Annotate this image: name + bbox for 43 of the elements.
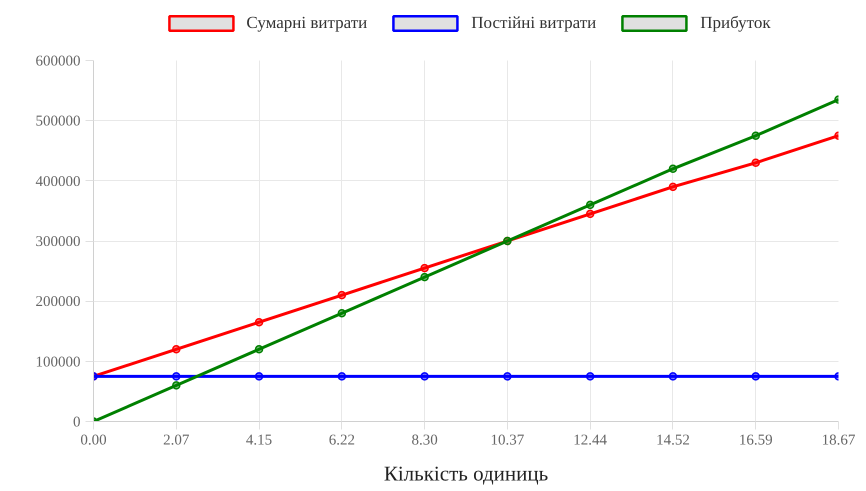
point bbox=[420, 372, 429, 381]
point bbox=[172, 345, 181, 354]
y-tick-label: 200000 bbox=[36, 294, 80, 310]
point bbox=[420, 272, 429, 282]
point bbox=[254, 345, 264, 354]
legend-label: Постійні витрати bbox=[471, 13, 596, 33]
point bbox=[254, 318, 264, 326]
y-tick-label: 500000 bbox=[36, 114, 80, 130]
x-axis-title: Кількість одиниць bbox=[384, 462, 548, 486]
y-tick-label: 600000 bbox=[36, 54, 80, 70]
x-tick-label: 2.07 bbox=[163, 432, 190, 448]
x-tick-label: 12.44 bbox=[573, 432, 608, 448]
y-tick-label: 0 bbox=[73, 414, 80, 430]
point bbox=[420, 264, 429, 272]
legend-label: Прибуток bbox=[700, 13, 771, 33]
point bbox=[503, 372, 512, 381]
point bbox=[254, 372, 264, 381]
point bbox=[586, 210, 594, 218]
x-tick-label: 8.30 bbox=[411, 432, 438, 448]
point bbox=[172, 372, 181, 381]
point bbox=[586, 372, 594, 381]
x-tick-label: 4.15 bbox=[246, 432, 272, 448]
point bbox=[668, 182, 678, 192]
point bbox=[751, 372, 760, 381]
x-tick-label: 0.00 bbox=[80, 432, 107, 448]
x-tick-label: 16.59 bbox=[738, 432, 773, 448]
x-tick-label: 18.67 bbox=[822, 432, 856, 448]
point bbox=[751, 131, 760, 140]
x-tick-label: 6.22 bbox=[328, 432, 355, 448]
y-tick-label: 100000 bbox=[36, 354, 80, 370]
point bbox=[751, 158, 760, 168]
y-tick-label: 400000 bbox=[36, 174, 80, 190]
legend-label: Сумарні витрати bbox=[246, 13, 368, 33]
point bbox=[586, 200, 594, 210]
point bbox=[172, 381, 181, 390]
point bbox=[338, 308, 346, 318]
x-tick-label: 14.52 bbox=[656, 432, 690, 448]
point bbox=[668, 164, 678, 174]
point bbox=[338, 290, 346, 300]
point bbox=[668, 372, 678, 381]
x-tick-label: 10.37 bbox=[490, 432, 525, 448]
y-tick-label: 300000 bbox=[36, 234, 80, 250]
point bbox=[338, 372, 346, 381]
